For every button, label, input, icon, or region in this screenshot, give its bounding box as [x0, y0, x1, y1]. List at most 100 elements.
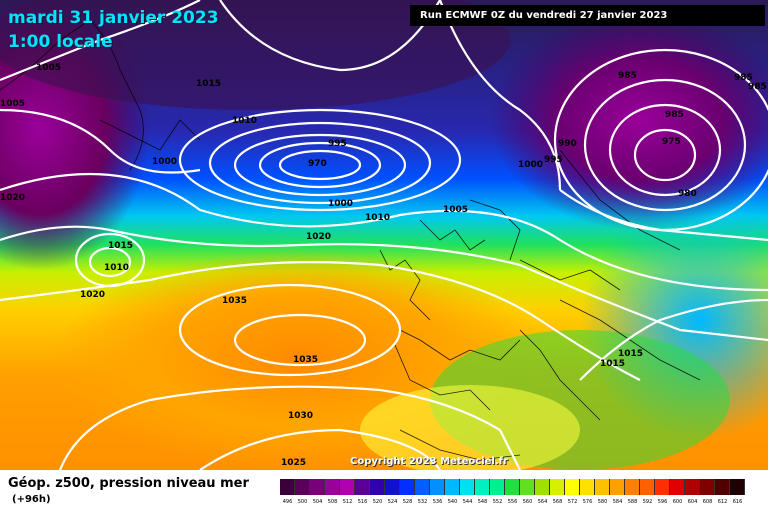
- colorbar-level-label: 580: [597, 499, 608, 505]
- colorbar-level-label: 504: [312, 499, 323, 505]
- colorbar-swatch: [595, 479, 610, 495]
- colorbar-swatch: [490, 479, 505, 495]
- colorbar-swatch: [415, 479, 430, 495]
- colorbar-level-label: 568: [552, 499, 563, 505]
- colorbar-level-label: 596: [657, 499, 668, 505]
- colorbar-level-label: 496: [282, 499, 293, 505]
- colorbar-swatch: [295, 479, 310, 495]
- isobar-label: 1015: [108, 241, 133, 251]
- colorbar-level-label: 508: [327, 499, 338, 505]
- colorbar-swatch: [685, 479, 700, 495]
- colorbar-level-label: 552: [492, 499, 503, 505]
- isobar-label: 1000: [518, 160, 543, 170]
- isobar-label: 1010: [232, 116, 257, 126]
- isobar-label: 1035: [222, 296, 247, 306]
- colorbar-level-label: 512: [342, 499, 353, 505]
- colorbar-swatch: [355, 479, 370, 495]
- isobar-label: 1010: [104, 263, 129, 273]
- colorbar-swatch: [715, 479, 730, 495]
- isobar-label: 975: [662, 137, 681, 147]
- colorbar-level-label: 540: [447, 499, 458, 505]
- isobar-label: 1020: [80, 290, 105, 300]
- colorbar-swatch: [670, 479, 685, 495]
- isobar-label: 985: [734, 73, 753, 83]
- isobar-label: 970: [308, 159, 327, 169]
- colorbar-swatch: [535, 479, 550, 495]
- colorbar-level-label: 548: [477, 499, 488, 505]
- isobar-label: 985: [665, 110, 684, 120]
- colorbar-level-label: 524: [387, 499, 398, 505]
- colorbar-swatch: [370, 479, 385, 495]
- weather-map: 1005 1005 1020 1015 1010 1000 995 970 10…: [0, 0, 768, 470]
- isobar-label: 990: [558, 139, 577, 149]
- isobar-label: 995: [544, 155, 563, 165]
- forecast-time: 1:00 locale: [8, 32, 113, 52]
- isobar-label: 1025: [281, 458, 306, 468]
- colorbar-swatch: [730, 479, 745, 495]
- model-run-banner: Run ECMWF 0Z du vendredi 27 janvier 2023: [410, 5, 765, 26]
- isobar-label: 1005: [36, 63, 61, 73]
- colorbar-swatch: [445, 479, 460, 495]
- colorbar-level-label: 588: [627, 499, 638, 505]
- colorbar-swatch: [655, 479, 670, 495]
- colorbar-swatch: [550, 479, 565, 495]
- colorbar-level-label: 600: [672, 499, 683, 505]
- forecast-date: mardi 31 janvier 2023: [8, 8, 219, 28]
- colorbar-swatch: [520, 479, 535, 495]
- colorbar-level-label: 572: [567, 499, 578, 505]
- colorbar-level-label: 608: [702, 499, 713, 505]
- colorbar-level-label: 532: [417, 499, 428, 505]
- isobar-label: 1000: [152, 157, 177, 167]
- colorbar-level-label: 560: [522, 499, 533, 505]
- isobar-lines: [0, 0, 768, 470]
- isobar-label: 1020: [0, 193, 25, 203]
- colorbar-swatch: [640, 479, 655, 495]
- isobar-label: 1005: [0, 99, 25, 109]
- isobar-label: 1030: [288, 411, 313, 421]
- isobar-label: 985: [748, 82, 767, 92]
- colorbar-level-label: 516: [357, 499, 368, 505]
- colorbar-swatch: [580, 479, 595, 495]
- copyright-notice: Copyright 2023 Meteociel.fr: [350, 456, 508, 467]
- colorbar-level-label: 604: [687, 499, 698, 505]
- colorbar-swatch: [565, 479, 580, 495]
- isobar-label: 995: [328, 139, 347, 149]
- colorbar-swatch: [505, 479, 520, 495]
- parameter-label: Géop. z500, pression niveau mer: [8, 476, 249, 491]
- isobar-label: 1000: [328, 199, 353, 209]
- colorbar-swatch: [610, 479, 625, 495]
- colorbar-level-label: 520: [372, 499, 383, 505]
- colorbar-level-label: 616: [732, 499, 743, 505]
- isobar-labels: 1005 1005 1020 1015 1010 1000 995 970 10…: [0, 63, 767, 468]
- isobar-label: 1035: [293, 355, 318, 365]
- lead-time-label: (+96h): [12, 494, 51, 505]
- colorbar-swatch: [460, 479, 475, 495]
- isobar-label: 1015: [196, 79, 221, 89]
- colorbar-level-label: 544: [462, 499, 473, 505]
- colorbar-level-label: 556: [507, 499, 518, 505]
- isobar-label: 1005: [443, 205, 468, 215]
- isobar-label: 1010: [365, 213, 390, 223]
- isobar-label: 1015: [618, 349, 643, 359]
- colorbar-level-label: 564: [537, 499, 548, 505]
- colorbar-swatch: [310, 479, 325, 495]
- colorbar-level-label: 592: [642, 499, 653, 505]
- colorbar-level-label: 528: [402, 499, 413, 505]
- colorbar-swatch: [340, 479, 355, 495]
- colorbar-swatch: [625, 479, 640, 495]
- colorbar-swatch: [280, 479, 295, 495]
- colorbar-swatch: [325, 479, 340, 495]
- colorbar-level-label: 500: [297, 499, 308, 505]
- colorbar-level-label: 536: [432, 499, 443, 505]
- colorbar-swatch: [400, 479, 415, 495]
- colorbar-swatch: [385, 479, 400, 495]
- isobar-label: 1020: [306, 232, 331, 242]
- isobar-label: 1015: [600, 359, 625, 369]
- colorbar-swatch: [430, 479, 445, 495]
- colorbar-level-label: 576: [582, 499, 593, 505]
- colorbar: 496 500 504 508 512 516 520 524 528 532 536 540 544 5…: [280, 479, 760, 509]
- isobar-label: 985: [618, 71, 637, 81]
- isobar-label: 980: [678, 189, 697, 199]
- colorbar-swatch: [475, 479, 490, 495]
- colorbar-level-label: 612: [717, 499, 728, 505]
